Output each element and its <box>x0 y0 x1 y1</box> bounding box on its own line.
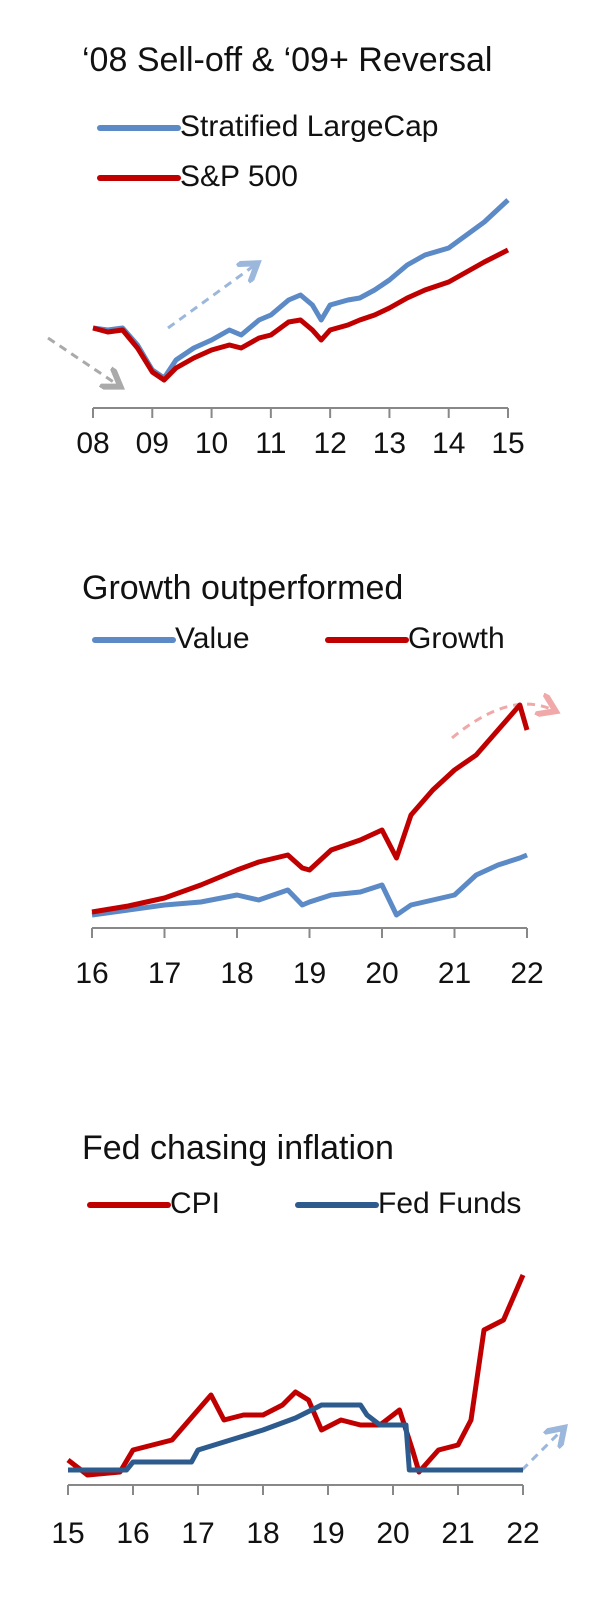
x-tick-label: 18 <box>246 1517 279 1550</box>
series-line <box>91 702 530 915</box>
legend-label: Growth <box>408 622 505 655</box>
series-line <box>66 1274 526 1478</box>
series-line <box>68 1402 523 1473</box>
trend-arrow <box>47 336 118 385</box>
x-tick-label: 17 <box>181 1517 214 1550</box>
x-tick-label: 12 <box>313 427 346 460</box>
series-line <box>92 198 510 381</box>
x-tick-label: 15 <box>491 427 524 460</box>
legend-label: Value <box>175 622 250 655</box>
x-tick-label: 16 <box>75 957 108 990</box>
x-tick-label: 20 <box>376 1517 409 1550</box>
series-line <box>92 247 510 383</box>
x-tick-label: 20 <box>365 957 398 990</box>
legend-label: CPI <box>170 1187 220 1220</box>
legend-label: Stratified LargeCap <box>180 110 439 143</box>
chart-title: Fed chasing inflation <box>82 1129 394 1167</box>
trend-arrow <box>167 265 255 330</box>
legend-label: S&P 500 <box>180 160 298 193</box>
x-tick-label: 16 <box>116 1517 149 1550</box>
x-tick-label: 17 <box>148 957 181 990</box>
x-tick-label: 08 <box>76 427 109 460</box>
trend-arrow <box>520 1430 562 1472</box>
chart-title: ‘08 Sell-off & ‘09+ Reversal <box>82 41 492 79</box>
series-line <box>91 852 528 918</box>
x-tick-label: 10 <box>195 427 228 460</box>
x-tick-label: 15 <box>51 1517 84 1550</box>
x-tick-label: 09 <box>136 427 169 460</box>
x-tick-label: 11 <box>255 427 286 460</box>
chart-title: Growth outperformed <box>82 569 403 607</box>
x-tick-label: 19 <box>311 1517 344 1550</box>
x-tick-label: 19 <box>293 957 326 990</box>
x-tick-label: 22 <box>506 1517 539 1550</box>
x-tick-label: 13 <box>373 427 406 460</box>
x-tick-label: 22 <box>510 957 543 990</box>
x-tick-label: 21 <box>438 957 471 990</box>
x-tick-label: 14 <box>432 427 465 460</box>
trend-arrow <box>451 704 553 740</box>
legend-label: Fed Funds <box>378 1187 521 1220</box>
x-tick-label: 18 <box>220 957 253 990</box>
x-tick-label: 21 <box>441 1517 474 1550</box>
